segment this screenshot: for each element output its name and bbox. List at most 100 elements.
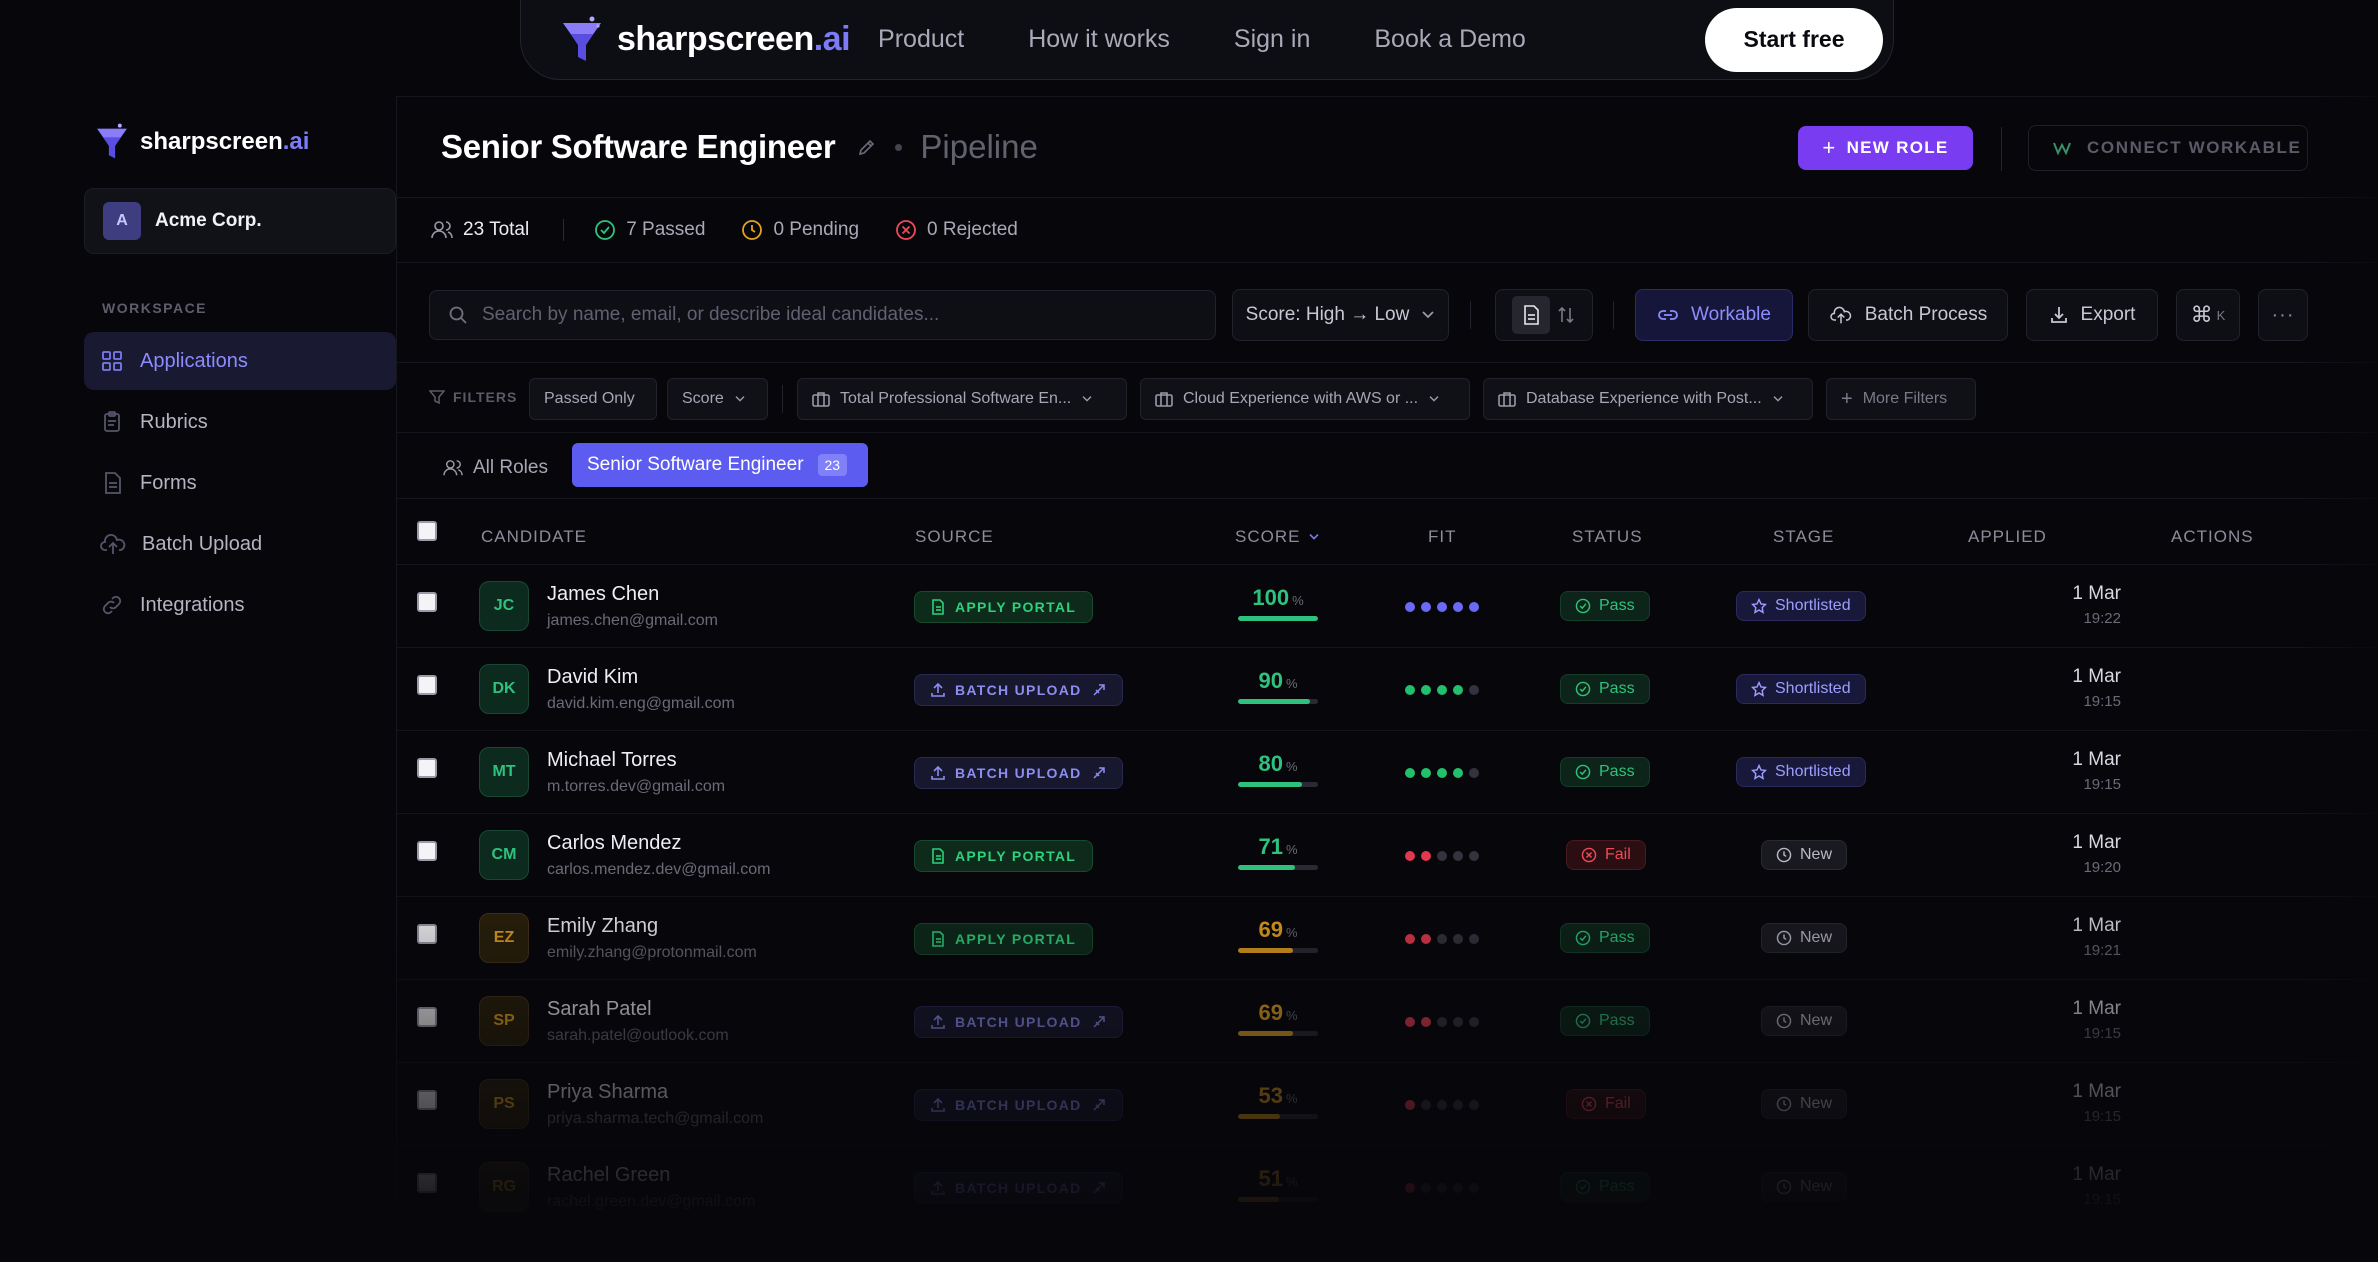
- header-stage[interactable]: STAGE: [1773, 527, 1835, 546]
- more-options-button[interactable]: ···: [2258, 289, 2308, 341]
- check-circle-icon: [1575, 764, 1591, 780]
- fit-dot: [1453, 934, 1463, 944]
- search-icon: [449, 306, 467, 324]
- table-row[interactable]: DK David Kim david.kim.eng@gmail.com BATCH …: [397, 648, 2378, 731]
- candidate-name[interactable]: David Kim: [547, 666, 639, 688]
- sort-arrows-icon[interactable]: [1556, 305, 1576, 325]
- filter-database-experience[interactable]: Database Experience with Post...: [1483, 378, 1813, 420]
- merge-icon: [1093, 1099, 1105, 1111]
- tab-all-roles[interactable]: All Roles: [443, 447, 548, 489]
- stat-passed: 7 Passed: [594, 219, 705, 241]
- row-checkbox[interactable]: [417, 924, 437, 944]
- candidate-name[interactable]: Michael Torres: [547, 749, 677, 771]
- fit-dot: [1453, 1100, 1463, 1110]
- candidate-name[interactable]: Emily Zhang: [547, 915, 659, 937]
- table-row[interactable]: CM Carlos Mendez carlos.mendez.dev@gmail.c…: [397, 814, 2378, 897]
- upload-icon: [931, 1014, 945, 1029]
- filter-cloud-experience[interactable]: Cloud Experience with AWS or ...: [1140, 378, 1470, 420]
- connect-workable-label: CONNECT WORKABLE: [2087, 138, 2302, 157]
- check-circle-icon: [1575, 681, 1591, 697]
- tab-senior-software-engineer[interactable]: Senior Software Engineer 23: [572, 443, 868, 487]
- toolbar-divider: [1470, 301, 1471, 329]
- header-applied[interactable]: APPLIED: [1968, 527, 2047, 546]
- nav-how-it-works[interactable]: How it works: [1028, 25, 1170, 53]
- table-row[interactable]: JC James Chen james.chen@gmail.com APPLY PO…: [397, 565, 2378, 648]
- command-palette-button[interactable]: ⌘ K: [2176, 289, 2240, 341]
- header-candidate[interactable]: CANDIDATE: [481, 527, 587, 546]
- start-free-button[interactable]: Start free: [1705, 7, 1883, 72]
- filter-professional-experience[interactable]: Total Professional Software En...: [797, 378, 1127, 420]
- table-row[interactable]: SP Sarah Patel sarah.patel@outlook.com BATC…: [397, 980, 2378, 1063]
- stage-badge[interactable]: New: [1761, 1172, 1848, 1202]
- brand-logo[interactable]: sharpscreen.ai: [559, 15, 851, 65]
- stage-badge[interactable]: New: [1761, 840, 1848, 870]
- row-checkbox[interactable]: [417, 1090, 437, 1110]
- fit-dot: [1421, 851, 1431, 861]
- stats-bar: 23 Total 7 Passed 0 Pending 0 Rejected: [397, 197, 2378, 263]
- score-cell: 69%: [1238, 917, 1318, 953]
- stage-badge[interactable]: Shortlisted: [1736, 591, 1866, 621]
- score-bar: [1238, 865, 1318, 870]
- avatar: SP: [479, 996, 529, 1046]
- nav-sign-in[interactable]: Sign in: [1233, 25, 1311, 53]
- fit-dot: [1453, 768, 1463, 778]
- candidate-name[interactable]: Sarah Patel: [547, 998, 652, 1020]
- header-source[interactable]: SOURCE: [915, 527, 994, 546]
- table-row[interactable]: EZ Emily Zhang emily.zhang@protonmail.com A…: [397, 897, 2378, 980]
- filter-passed-only[interactable]: Passed Only: [529, 378, 657, 420]
- sidebar-item-applications[interactable]: Applications: [84, 332, 396, 390]
- workable-button[interactable]: Workable: [1635, 289, 1793, 341]
- batch-process-button[interactable]: Batch Process: [1808, 289, 2008, 341]
- sidebar-item-integrations[interactable]: Integrations: [84, 576, 396, 634]
- row-checkbox[interactable]: [417, 1173, 437, 1193]
- candidate-name[interactable]: James Chen: [547, 583, 660, 605]
- score-value: 100: [1252, 585, 1290, 610]
- candidate-name[interactable]: Priya Sharma: [547, 1081, 669, 1103]
- view-toggle[interactable]: [1495, 289, 1593, 341]
- sidebar-item-batch-upload[interactable]: Batch Upload: [84, 515, 396, 573]
- table-row[interactable]: PS Priya Sharma priya.sharma.tech@gmail.co…: [397, 1063, 2378, 1146]
- document-view-icon[interactable]: [1512, 296, 1550, 334]
- pencil-icon[interactable]: [857, 137, 877, 157]
- header-score[interactable]: SCORE: [1235, 527, 1320, 547]
- nav-product[interactable]: Product: [878, 25, 965, 53]
- row-checkbox[interactable]: [417, 592, 437, 612]
- sidebar-item-label: Rubrics: [140, 410, 208, 433]
- more-filters-button[interactable]: + More Filters: [1826, 378, 1976, 420]
- merge-icon: [1093, 684, 1105, 696]
- score-bar: [1238, 699, 1318, 704]
- select-all-checkbox[interactable]: [417, 521, 437, 541]
- candidate-name[interactable]: Rachel Green: [547, 1164, 671, 1186]
- stage-badge[interactable]: New: [1761, 1006, 1848, 1036]
- sidebar-item-rubrics[interactable]: Rubrics: [84, 393, 396, 451]
- row-checkbox[interactable]: [417, 758, 437, 778]
- nav-book-demo[interactable]: Book a Demo: [1374, 25, 1526, 53]
- fit-dot: [1437, 1100, 1447, 1110]
- stage-badge[interactable]: Shortlisted: [1736, 757, 1866, 787]
- candidate-name[interactable]: Carlos Mendez: [547, 832, 682, 854]
- sidebar-brand[interactable]: sharpscreen.ai: [94, 122, 396, 162]
- export-button[interactable]: Export: [2026, 289, 2158, 341]
- row-checkbox[interactable]: [417, 1007, 437, 1027]
- source-badge: APPLY PORTAL: [914, 840, 1094, 872]
- filter-score[interactable]: Score: [667, 378, 768, 420]
- stage-badge[interactable]: Shortlisted: [1736, 674, 1866, 704]
- stage-badge[interactable]: New: [1761, 923, 1848, 953]
- stage-badge[interactable]: New: [1761, 1089, 1848, 1119]
- sidebar-item-forms[interactable]: Forms: [84, 454, 396, 512]
- search-input[interactable]: Search by name, email, or describe ideal…: [429, 290, 1216, 340]
- new-role-button[interactable]: + NEW ROLE: [1798, 126, 1973, 170]
- header-fit[interactable]: FIT: [1428, 527, 1457, 546]
- row-checkbox[interactable]: [417, 841, 437, 861]
- score-value: 71: [1258, 834, 1283, 859]
- organization-switcher[interactable]: A Acme Corp.: [84, 188, 396, 254]
- row-checkbox[interactable]: [417, 675, 437, 695]
- fit-dot: [1437, 768, 1447, 778]
- table-row[interactable]: MT Michael Torres m.torres.dev@gmail.com BA…: [397, 731, 2378, 814]
- table-row[interactable]: RG Rachel Green rachel.green.dev@gmail.com…: [397, 1146, 2378, 1229]
- header-status[interactable]: STATUS: [1572, 527, 1643, 546]
- candidate-email: sarah.patel@outlook.com: [547, 1027, 729, 1044]
- sort-select[interactable]: Score: High → Low: [1232, 289, 1449, 341]
- source-badge: APPLY PORTAL: [914, 591, 1094, 623]
- connect-workable-button[interactable]: CONNECT WORKABLE: [2028, 125, 2308, 171]
